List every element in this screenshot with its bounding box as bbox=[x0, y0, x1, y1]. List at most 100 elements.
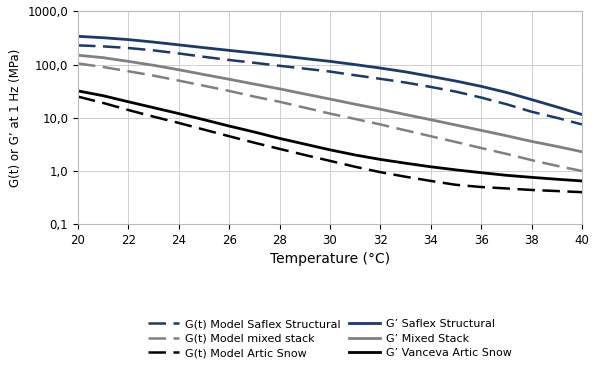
G’ Mixed Stack bbox=[251, 82, 258, 86]
G(t) Model Saflex Structural bbox=[74, 43, 82, 48]
G(t) Model Saflex Structural bbox=[402, 80, 409, 85]
G(t) Model mixed stack bbox=[326, 111, 334, 116]
Line: G’ Vanceva Artic Snow: G’ Vanceva Artic Snow bbox=[78, 91, 582, 181]
G’ Saflex Structural bbox=[578, 112, 586, 117]
G’ Saflex Structural bbox=[150, 40, 157, 44]
G’ Vanceva Artic Snow bbox=[478, 170, 485, 175]
G’ Saflex Structural bbox=[452, 79, 460, 83]
G(t) Model Artic Snow bbox=[578, 190, 586, 195]
G’ Vanceva Artic Snow bbox=[503, 173, 510, 177]
G’ Mixed Stack bbox=[553, 144, 560, 149]
G’ Mixed Stack bbox=[352, 102, 359, 106]
G(t) Model mixed stack bbox=[74, 61, 82, 66]
Y-axis label: G(t) or G’ at 1 Hz (MPa): G(t) or G’ at 1 Hz (MPa) bbox=[9, 49, 22, 187]
G’ Vanceva Artic Snow bbox=[251, 130, 258, 134]
G(t) Model Saflex Structural bbox=[251, 60, 258, 65]
Line: G(t) Model Saflex Structural: G(t) Model Saflex Structural bbox=[78, 45, 582, 124]
G’ Vanceva Artic Snow bbox=[452, 168, 460, 172]
G(t) Model mixed stack bbox=[377, 122, 384, 127]
G’ Saflex Structural bbox=[528, 97, 535, 102]
G(t) Model mixed stack bbox=[427, 134, 434, 139]
G(t) Model mixed stack bbox=[150, 73, 157, 78]
G(t) Model Artic Snow bbox=[402, 174, 409, 179]
G(t) Model Artic Snow bbox=[326, 158, 334, 163]
G(t) Model Saflex Structural bbox=[528, 109, 535, 114]
Legend: G(t) Model Saflex Structural, G(t) Model mixed stack, G(t) Model Artic Snow, G’ : G(t) Model Saflex Structural, G(t) Model… bbox=[148, 319, 512, 358]
G’ Saflex Structural bbox=[100, 35, 107, 40]
G(t) Model Artic Snow bbox=[276, 147, 283, 151]
G(t) Model mixed stack bbox=[578, 169, 586, 173]
G’ Saflex Structural bbox=[402, 70, 409, 74]
G’ Saflex Structural bbox=[478, 84, 485, 89]
G(t) Model mixed stack bbox=[352, 117, 359, 121]
G(t) Model Artic Snow bbox=[226, 134, 233, 139]
G(t) Model mixed stack bbox=[402, 128, 409, 133]
G’ Vanceva Artic Snow bbox=[427, 165, 434, 169]
G(t) Model mixed stack bbox=[301, 105, 308, 110]
G(t) Model mixed stack bbox=[503, 152, 510, 156]
Line: G(t) Model Artic Snow: G(t) Model Artic Snow bbox=[78, 97, 582, 192]
G(t) Model Saflex Structural bbox=[326, 69, 334, 74]
G(t) Model mixed stack bbox=[251, 94, 258, 99]
G(t) Model Saflex Structural bbox=[276, 63, 283, 68]
G(t) Model Saflex Structural bbox=[578, 122, 586, 127]
G’ Saflex Structural bbox=[175, 43, 182, 47]
Line: G’ Saflex Structural: G’ Saflex Structural bbox=[78, 36, 582, 115]
G(t) Model Saflex Structural bbox=[226, 58, 233, 62]
G’ Vanceva Artic Snow bbox=[125, 100, 132, 104]
G’ Mixed Stack bbox=[478, 128, 485, 133]
G(t) Model Saflex Structural bbox=[377, 76, 384, 81]
G(t) Model Artic Snow bbox=[100, 101, 107, 105]
G(t) Model Artic Snow bbox=[74, 94, 82, 99]
G(t) Model mixed stack bbox=[125, 69, 132, 73]
G(t) Model Saflex Structural bbox=[478, 95, 485, 100]
G(t) Model Saflex Structural bbox=[100, 44, 107, 49]
G(t) Model Artic Snow bbox=[175, 121, 182, 125]
G’ Saflex Structural bbox=[200, 45, 208, 50]
G’ Saflex Structural bbox=[427, 74, 434, 79]
G’ Vanceva Artic Snow bbox=[175, 111, 182, 116]
G(t) Model Artic Snow bbox=[352, 165, 359, 169]
G(t) Model mixed stack bbox=[553, 163, 560, 168]
G(t) Model Saflex Structural bbox=[150, 48, 157, 53]
G’ Vanceva Artic Snow bbox=[100, 93, 107, 98]
G’ Saflex Structural bbox=[301, 56, 308, 61]
G(t) Model Artic Snow bbox=[503, 186, 510, 191]
G’ Saflex Structural bbox=[326, 59, 334, 64]
G’ Mixed Stack bbox=[326, 97, 334, 101]
G’ Mixed Stack bbox=[377, 107, 384, 111]
G’ Mixed Stack bbox=[427, 117, 434, 122]
G(t) Model mixed stack bbox=[276, 100, 283, 104]
G’ Mixed Stack bbox=[125, 59, 132, 64]
G(t) Model Artic Snow bbox=[478, 185, 485, 189]
Line: G’ Mixed Stack: G’ Mixed Stack bbox=[78, 55, 582, 152]
G(t) Model Artic Snow bbox=[150, 114, 157, 119]
G’ Mixed Stack bbox=[200, 72, 208, 77]
G’ Mixed Stack bbox=[578, 149, 586, 154]
G(t) Model mixed stack bbox=[100, 65, 107, 69]
G’ Saflex Structural bbox=[276, 54, 283, 58]
G’ Saflex Structural bbox=[553, 105, 560, 109]
G’ Mixed Stack bbox=[402, 112, 409, 117]
G’ Vanceva Artic Snow bbox=[200, 117, 208, 122]
G(t) Model Artic Snow bbox=[528, 188, 535, 192]
G’ Vanceva Artic Snow bbox=[528, 175, 535, 180]
G(t) Model Saflex Structural bbox=[452, 89, 460, 94]
G’ Mixed Stack bbox=[301, 92, 308, 96]
G’ Vanceva Artic Snow bbox=[553, 177, 560, 182]
G’ Saflex Structural bbox=[226, 48, 233, 53]
G’ Mixed Stack bbox=[100, 55, 107, 60]
G’ Vanceva Artic Snow bbox=[326, 147, 334, 152]
G’ Mixed Stack bbox=[74, 53, 82, 57]
G’ Saflex Structural bbox=[74, 34, 82, 39]
G(t) Model mixed stack bbox=[175, 78, 182, 83]
G’ Mixed Stack bbox=[175, 68, 182, 72]
G(t) Model Artic Snow bbox=[553, 189, 560, 193]
G’ Saflex Structural bbox=[125, 37, 132, 42]
G(t) Model mixed stack bbox=[528, 158, 535, 162]
G(t) Model Artic Snow bbox=[125, 108, 132, 112]
G(t) Model Artic Snow bbox=[427, 179, 434, 183]
G(t) Model Saflex Structural bbox=[125, 46, 132, 50]
G(t) Model Saflex Structural bbox=[553, 116, 560, 120]
G’ Saflex Structural bbox=[503, 90, 510, 95]
